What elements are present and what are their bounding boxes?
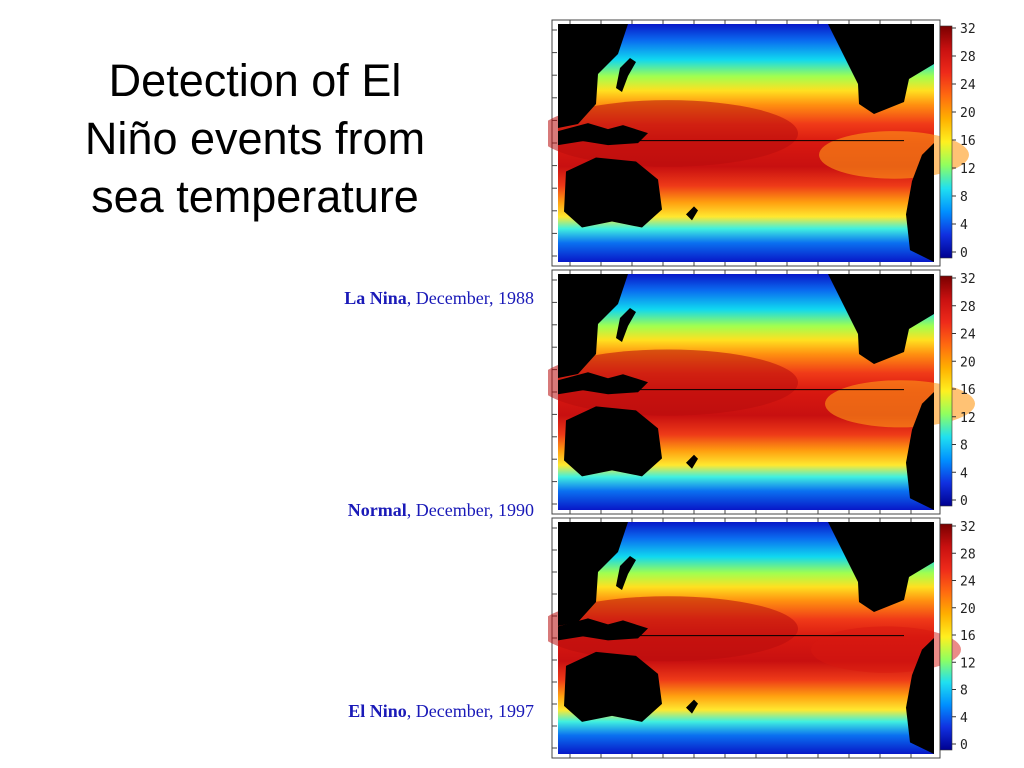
caption-event: La Nina — [344, 288, 407, 308]
japan-islands — [616, 58, 636, 92]
caption-la-nina: La Nina, December, 1988 — [234, 288, 534, 309]
colorbar-tick-label: 0 — [960, 738, 968, 753]
sst-map-svg: 32 28 24 20 16 12 8 4 0 — [548, 19, 976, 267]
colorbar-tick-label: 16 — [960, 383, 976, 398]
australia-landmass — [564, 406, 662, 477]
caption-date: , December, 1988 — [406, 288, 534, 308]
australia-landmass — [564, 651, 662, 722]
colorbar-tick-label: 28 — [960, 50, 976, 65]
colorbar-tick-label: 8 — [960, 684, 968, 699]
colorbar-tick-label: 0 — [960, 246, 968, 261]
maritime-continent — [558, 618, 648, 641]
warm-pool — [548, 596, 798, 662]
japan-islands — [616, 308, 636, 342]
colorbar — [939, 275, 953, 507]
colorbar-tick-label: 20 — [960, 602, 976, 617]
colorbar-tick-label: 12 — [960, 656, 976, 671]
warm-pool — [548, 349, 798, 416]
colorbar-tick-label: 12 — [960, 162, 976, 177]
colorbar-tick-label: 28 — [960, 300, 976, 315]
caption-date: , December, 1990 — [406, 500, 534, 520]
australia-landmass — [564, 157, 662, 228]
new-zealand-island — [686, 699, 698, 714]
colorbar-tick-label: 20 — [960, 106, 976, 121]
colorbar-tick-label: 8 — [960, 439, 968, 454]
caption-date: , December, 1997 — [406, 701, 534, 721]
north-america-landmass — [828, 274, 934, 364]
colorbar-tick-label: 24 — [960, 328, 976, 343]
colorbar-tick-label: 24 — [960, 78, 976, 93]
asia-landmass — [558, 274, 628, 378]
new-zealand-island — [686, 206, 698, 221]
colorbar-tick-label: 32 — [960, 520, 976, 535]
title-line-1: Detection of El — [108, 55, 402, 106]
sst-map-normal: 32 28 24 20 16 12 8 4 0 — [548, 268, 1024, 516]
colorbar-tick-label: 12 — [960, 411, 976, 426]
colorbar-tick-label: 0 — [960, 494, 968, 509]
colorbar-tick-label: 28 — [960, 547, 976, 562]
caption-event: El Nino — [348, 701, 407, 721]
colorbar-tick-label: 24 — [960, 575, 976, 590]
colorbar — [939, 523, 953, 751]
colorbar — [939, 25, 953, 259]
south-america-landmass — [906, 392, 934, 510]
eastern-pacific-tongue — [811, 626, 961, 673]
colorbar-tick-label: 4 — [960, 466, 968, 481]
warm-pool — [548, 100, 798, 167]
colorbar-tick-label: 32 — [960, 22, 976, 37]
asia-landmass — [558, 24, 628, 128]
colorbar-tick-label: 20 — [960, 355, 976, 370]
title-line-3: sea temperature — [91, 171, 419, 222]
sst-map-svg: 32 28 24 20 16 12 8 4 0 — [548, 269, 976, 515]
colorbar-tick-label: 16 — [960, 629, 976, 644]
maritime-continent — [558, 372, 648, 395]
colorbar-tick-label: 4 — [960, 218, 968, 233]
colorbar-tick-label: 4 — [960, 711, 968, 726]
asia-landmass — [558, 522, 628, 626]
south-america-landmass — [906, 638, 934, 754]
north-america-landmass — [828, 24, 934, 114]
caption-event: Normal — [347, 500, 407, 520]
caption-el-nino: El Nino, December, 1997 — [234, 701, 534, 722]
sst-map-el-nino: 32 28 24 20 16 12 8 4 0 — [548, 516, 1024, 760]
maritime-continent — [558, 123, 648, 146]
new-zealand-island — [686, 454, 698, 469]
eastern-pacific-tongue — [825, 380, 975, 428]
north-america-landmass — [828, 522, 934, 612]
colorbar-tick-label: 8 — [960, 190, 968, 205]
japan-islands — [616, 556, 636, 590]
caption-normal: Normal, December, 1990 — [234, 500, 534, 521]
title-line-2: Niño events from — [84, 113, 426, 164]
south-america-landmass — [906, 143, 934, 262]
slide-title: Detection of El Niño events from sea tem… — [30, 52, 480, 226]
sst-map-svg: 32 28 24 20 16 12 8 4 0 — [548, 517, 976, 759]
sst-map-la-nina: 32 28 24 20 16 12 8 4 0 — [548, 18, 1024, 268]
colorbar-tick-label: 16 — [960, 134, 976, 149]
colorbar-tick-label: 32 — [960, 272, 976, 287]
